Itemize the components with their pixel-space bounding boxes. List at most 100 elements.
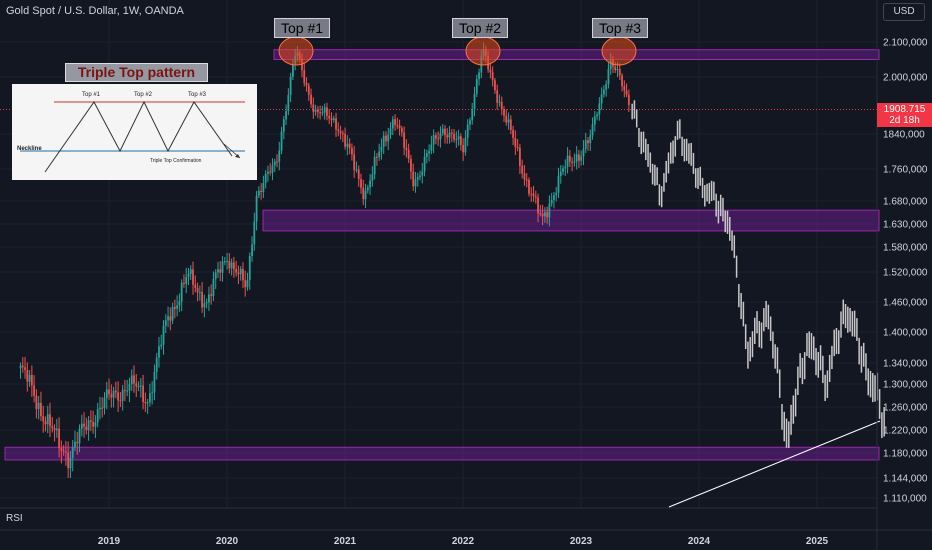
candle-body	[550, 199, 553, 204]
candle-body	[62, 450, 65, 452]
candle-body	[46, 414, 49, 425]
time-axis[interactable]: 2019 2020 2021 2022 2023 2024 2025	[98, 536, 829, 547]
price-axis[interactable]: 2.100,000 2.000,000 1840,000 1.760,000 1.680…	[883, 38, 928, 505]
candle-body	[328, 115, 331, 119]
candle-body	[494, 80, 496, 91]
candle-body	[69, 457, 72, 469]
candle-body	[21, 365, 24, 368]
top-1-marker	[278, 36, 314, 66]
candle-body	[55, 428, 58, 431]
candle-body	[319, 112, 322, 114]
candle-body	[584, 140, 587, 149]
candle-body	[205, 302, 208, 304]
pattern-diagram	[20, 100, 245, 173]
candle-body	[124, 389, 126, 391]
bar-countdown: 2d 18h	[889, 115, 920, 126]
top-1-label: Top #1	[274, 18, 331, 38]
candle-body	[439, 133, 442, 140]
candle-body	[605, 84, 608, 90]
candle-body	[108, 389, 110, 395]
resistance-zone	[273, 49, 880, 61]
candle-body	[160, 344, 163, 347]
candle-body	[208, 294, 210, 303]
candle-body	[230, 262, 233, 269]
candle-body	[464, 137, 467, 153]
candle-body	[600, 94, 603, 104]
candle-body	[589, 135, 592, 144]
candle-body	[548, 203, 551, 218]
candle-body	[196, 287, 199, 293]
time-tick-label: 2021	[334, 536, 357, 547]
candle-body	[455, 139, 458, 141]
candle-body	[58, 428, 60, 449]
candle-body	[262, 183, 265, 193]
candle-body	[414, 179, 417, 187]
candle-body	[528, 179, 530, 194]
candle-body	[99, 407, 101, 410]
price-tick-label: 1.180,000	[883, 449, 928, 460]
candle-body	[103, 397, 106, 408]
current-price-badge: 1908.715 2d 18h	[877, 103, 932, 127]
candle-body	[353, 154, 356, 171]
candle-body	[396, 124, 399, 126]
pattern-path	[44, 100, 233, 173]
candle-body	[276, 161, 278, 163]
time-tick-label: 2024	[688, 536, 711, 547]
candle-body	[80, 423, 83, 429]
candle-body	[303, 70, 306, 83]
candle-body	[400, 128, 403, 133]
candle-body	[457, 136, 460, 140]
candle-body	[260, 190, 263, 193]
candle-body	[555, 192, 558, 196]
candle-body	[591, 124, 594, 136]
candle-body	[310, 94, 312, 105]
candle-body	[602, 89, 605, 95]
candle-body	[559, 171, 562, 176]
candle-body	[410, 158, 412, 172]
candle-body	[491, 72, 494, 81]
rsi-label[interactable]: RSI	[6, 513, 23, 524]
candle-body	[194, 284, 197, 288]
pattern-inset: Top #1 Top #2 Top #3 Neckline Triple Top…	[12, 84, 257, 180]
candle-body	[573, 161, 576, 163]
candle-body	[119, 400, 122, 402]
candle-body	[500, 101, 503, 110]
candle-body	[428, 150, 430, 154]
candle-body	[509, 119, 512, 130]
candle-body	[155, 357, 158, 372]
candle-body	[89, 420, 92, 422]
candle-body	[375, 156, 378, 158]
candle-body	[435, 135, 437, 139]
candle-body	[496, 90, 499, 103]
candle-body	[217, 269, 219, 273]
candle-body	[307, 85, 310, 95]
candle-body	[364, 190, 367, 200]
candle-body	[616, 69, 619, 71]
candle-body	[65, 451, 67, 453]
candle-body	[112, 390, 115, 398]
candle-body	[67, 452, 70, 469]
candle-body	[423, 156, 426, 172]
candle-body	[35, 395, 38, 409]
candle-body	[169, 316, 172, 321]
currency-button[interactable]: USD	[883, 3, 925, 21]
candle-body	[101, 407, 104, 409]
candle-body	[582, 148, 585, 157]
candle-body	[557, 175, 560, 193]
candle-body	[507, 119, 510, 123]
candle-body	[228, 260, 231, 269]
candle-body	[321, 112, 324, 114]
candle-body	[530, 193, 533, 195]
candle-body	[198, 291, 201, 293]
candle-body	[144, 401, 147, 404]
candle-body	[180, 282, 183, 302]
candle-body	[453, 133, 455, 140]
candle-body	[96, 409, 99, 423]
candle-body	[278, 150, 281, 162]
inset-title: Triple Top pattern	[65, 63, 208, 82]
candle-body	[255, 195, 258, 222]
price-tick-label: 2.000,000	[883, 73, 928, 84]
candle-body	[187, 273, 190, 277]
candle-body	[625, 90, 628, 95]
